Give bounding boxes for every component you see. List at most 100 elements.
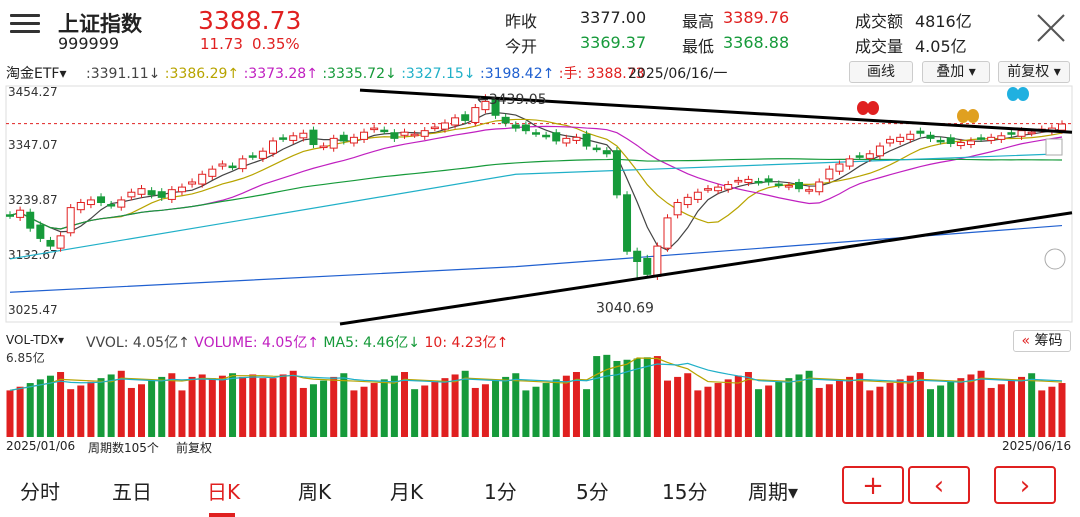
candle xyxy=(26,211,35,229)
tab-2[interactable]: 日K xyxy=(207,480,241,504)
candle xyxy=(977,137,986,140)
candle xyxy=(66,207,75,234)
volume-bar xyxy=(623,359,631,437)
ma-line xyxy=(9,118,1063,230)
volume-bar xyxy=(188,376,196,437)
volume-bar xyxy=(633,358,641,437)
volume-bar xyxy=(997,384,1005,437)
ma-value: :3386.29↑ xyxy=(164,66,244,82)
tab-5[interactable]: 1分 xyxy=(484,480,517,504)
next-button[interactable]: › xyxy=(994,466,1056,504)
stat-label: 昨收 xyxy=(505,12,538,31)
candle xyxy=(208,168,217,177)
low-annotation: 3040.69 xyxy=(596,301,654,317)
volume-bar xyxy=(583,389,591,437)
candle xyxy=(693,191,702,200)
y-tick-label: 3239.87 xyxy=(8,193,58,207)
ma-value: :3198.42↑ xyxy=(479,66,559,82)
volume-legend-item: MA5: 4.46亿↓ xyxy=(323,335,425,351)
add-button[interactable]: + xyxy=(842,466,904,504)
butterfly-icon xyxy=(867,101,879,115)
kline-chart[interactable]: 3454.273347.073239.873132.673025.47←3439… xyxy=(0,84,1080,326)
candle xyxy=(906,133,915,140)
chip-button[interactable]: « 筹码 xyxy=(1013,330,1071,352)
stat-label: 最低 xyxy=(682,37,715,56)
candle xyxy=(410,133,419,137)
tab-6[interactable]: 5分 xyxy=(576,480,609,504)
volume-bar xyxy=(340,373,348,437)
volume-bar xyxy=(815,387,823,437)
volume-bar xyxy=(138,384,145,437)
candle xyxy=(623,194,632,252)
tab-7[interactable]: 15分 xyxy=(662,480,708,504)
volume-ma-line xyxy=(9,357,1063,391)
candle xyxy=(602,150,611,155)
candle xyxy=(592,147,601,151)
toolbar-square-icon[interactable] xyxy=(1045,138,1063,156)
overlay-button[interactable]: 叠加 ▾ xyxy=(922,61,990,83)
candle xyxy=(987,136,996,141)
volume-bar xyxy=(421,385,429,437)
volume-bar xyxy=(239,376,247,437)
candle xyxy=(653,245,662,277)
volume-bar xyxy=(593,356,601,437)
volume-bar xyxy=(1007,380,1015,437)
candle xyxy=(228,165,237,169)
indicator-name[interactable]: 淘金ETF▾ xyxy=(6,63,66,83)
candle xyxy=(946,137,955,144)
volume-bar xyxy=(825,384,833,437)
draw-button[interactable]: 画线 xyxy=(849,61,913,83)
volume-bar xyxy=(360,386,368,437)
volume-bar xyxy=(36,379,44,437)
candle xyxy=(521,124,530,132)
volume-bar xyxy=(502,376,510,437)
candle xyxy=(127,191,136,198)
stat-value: 3377.00 xyxy=(580,8,647,27)
volume-bar xyxy=(542,383,550,437)
candle xyxy=(471,107,480,123)
toolbar-circle-icon[interactable] xyxy=(1044,248,1066,270)
volume-bar xyxy=(835,380,843,437)
adjust-button[interactable]: 前复权 ▾ xyxy=(998,61,1070,83)
candle xyxy=(107,204,116,207)
candle xyxy=(744,178,753,183)
tab-8[interactable]: 周期▾ xyxy=(748,480,799,504)
trendline-upper xyxy=(359,88,1073,134)
candle xyxy=(612,150,621,196)
volume-bar xyxy=(876,386,884,437)
volume-bar xyxy=(481,384,489,437)
close-icon[interactable] xyxy=(1034,11,1068,45)
candle xyxy=(36,224,45,239)
tab-3[interactable]: 周K xyxy=(298,480,332,504)
tab-4[interactable]: 月K xyxy=(390,480,424,504)
candle xyxy=(1017,130,1026,137)
volume-bar xyxy=(77,385,85,437)
candle xyxy=(643,257,652,275)
candle xyxy=(400,131,409,136)
candle xyxy=(542,134,551,138)
volume-bar xyxy=(461,370,469,437)
volume-bar xyxy=(603,354,611,437)
price-change: 11.73 xyxy=(200,35,243,53)
volume-bar xyxy=(674,376,682,437)
volume-bar xyxy=(158,376,166,437)
volume-bar xyxy=(856,373,864,437)
candle xyxy=(795,181,803,190)
volume-indicator-name[interactable]: VOL-TDX▾ xyxy=(6,333,64,347)
volume-bar xyxy=(350,390,358,437)
volume-bar xyxy=(471,387,479,437)
tab-1[interactable]: 五日 xyxy=(112,480,152,504)
candle xyxy=(784,185,793,188)
volume-bar xyxy=(522,390,530,437)
volume-bar xyxy=(289,370,297,437)
chip-label: 筹码 xyxy=(1034,333,1063,349)
tab-0[interactable]: 分时 xyxy=(20,480,60,504)
volume-bar xyxy=(148,380,156,437)
volume-bar xyxy=(744,372,752,437)
menu-icon[interactable] xyxy=(10,14,40,40)
candle xyxy=(633,250,642,263)
candle xyxy=(46,239,55,247)
candle xyxy=(279,137,288,140)
prev-button[interactable]: ‹ xyxy=(908,466,970,504)
volume-bar xyxy=(309,384,317,437)
